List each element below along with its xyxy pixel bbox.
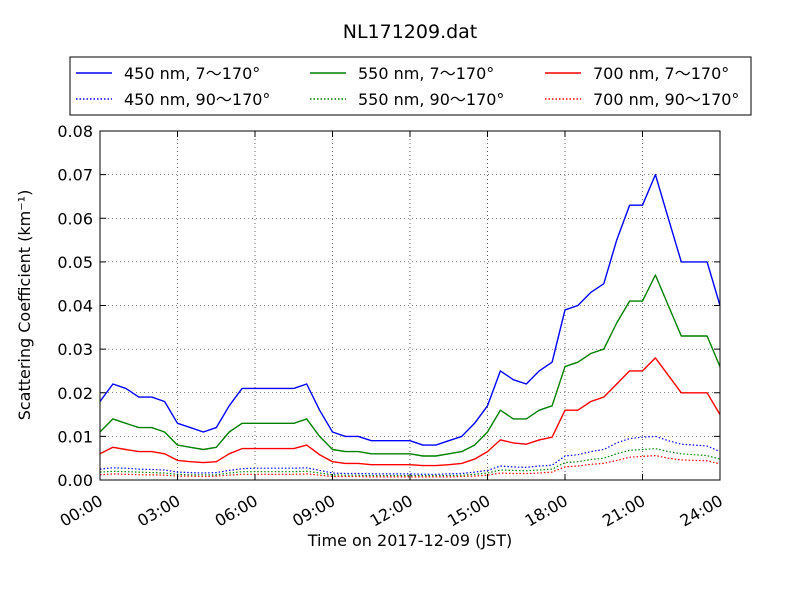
x-tick-label: 18:00 [522,491,571,531]
y-tick-label: 0.05 [57,253,93,272]
y-tick-label: 0.03 [57,340,93,359]
legend-label-2: 550 nm, 7～170° [358,64,494,83]
y-tick-label: 0.08 [57,122,93,141]
y-tick-label: 0.07 [57,166,93,185]
y-tick-label: 0.02 [57,384,93,403]
y-tick-label: 0.06 [57,209,93,228]
series-line-4 [99,357,721,467]
x-tick-label: 15:00 [444,491,493,531]
legend-label-0: 450 nm, 7～170° [124,64,260,83]
legend-label-1: 450 nm, 90～170° [124,90,270,109]
chart-title: NL171209.dat [343,21,478,43]
series-line-0 [99,173,721,446]
series-group [99,173,721,478]
grid-lines [100,131,720,480]
y-tick-label: 0.01 [57,427,93,446]
x-tick-label: 06:00 [212,491,261,531]
x-axis-label: Time on 2017-12-09 (JST) [307,531,512,550]
x-tick-label: 00:00 [57,491,106,531]
x-tick-label: 21:00 [599,491,648,531]
legend-label-3: 550 nm, 90～170° [358,90,504,109]
x-tick-label: 09:00 [289,491,338,531]
y-axis-label: Scattering Coefficient (km⁻¹) [15,190,34,421]
y-tick-label: 0.00 [57,471,93,490]
series-line-2 [99,274,721,457]
tick-marks [99,130,721,481]
x-tick-label: 24:00 [677,491,726,531]
y-tick-labels: 0.00 0.01 0.02 0.03 0.04 0.05 0.06 0.07 0.08 [57,122,93,490]
y-tick-label: 0.04 [57,297,93,316]
x-tick-labels: 00:00 03:00 06:00 09:00 12:00 15:00 18:00 21:00… [57,491,726,531]
legend: 450 nm, 7～170° 450 nm, 90～170° 550 nm, 7～1… [69,56,752,116]
legend-label-5: 700 nm, 90～170° [593,90,739,109]
series-line-5 [99,455,721,478]
x-tick-label: 12:00 [367,491,416,531]
legend-label-4: 700 nm, 7～170° [593,64,729,83]
legend-box [69,56,752,116]
x-tick-label: 03:00 [134,491,183,531]
